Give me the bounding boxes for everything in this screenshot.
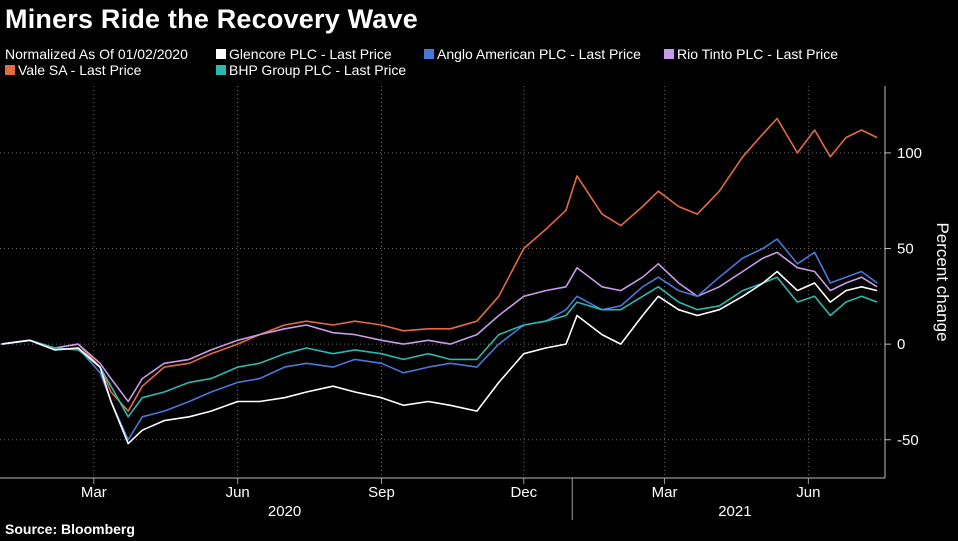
- legend-note-text: Normalized As Of 01/02/2020: [5, 46, 188, 62]
- series-line-rio-tinto-plc: [1, 251, 878, 403]
- legend-label-anglo-american: Anglo American PLC - Last Price: [437, 46, 641, 62]
- x-tick-label: Sep: [368, 484, 395, 501]
- source-note: Source: Bloomberg: [5, 521, 135, 537]
- chart-title: Miners Ride the Recovery Wave: [5, 4, 418, 34]
- legend-label-glencore: Glencore PLC - Last Price: [229, 46, 392, 62]
- series-line-anglo-american-plc: [1, 238, 878, 441]
- series-line-vale-sa: [1, 117, 878, 412]
- legend-item-vale: Vale SA - Last Price: [5, 62, 141, 78]
- legend: Normalized As Of 01/02/2020 Glencore PLC…: [0, 0, 958, 80]
- legend-swatch-vale: [5, 65, 15, 75]
- legend-note: Normalized As Of 01/02/2020: [5, 46, 188, 62]
- legend-item-bhp: BHP Group PLC - Last Price: [216, 62, 406, 78]
- legend-label-vale: Vale SA - Last Price: [18, 62, 142, 78]
- y-tick-label: 100: [897, 145, 922, 162]
- x-tick-label: Jun: [226, 484, 250, 501]
- series-line-bhp-group-plc: [1, 276, 878, 418]
- legend-item-rio-tinto: Rio Tinto PLC - Last Price: [664, 46, 838, 62]
- y-tick-label: -50: [897, 432, 919, 449]
- legend-item-anglo-american: Anglo American PLC - Last Price: [424, 46, 641, 62]
- legend-item-glencore: Glencore PLC - Last Price: [216, 46, 392, 62]
- y-axis-title: Percent change: [933, 222, 952, 341]
- y-tick-label: 50: [897, 241, 914, 258]
- legend-label-bhp: BHP Group PLC - Last Price: [229, 62, 407, 78]
- legend-swatch-bhp: [216, 65, 226, 75]
- legend-swatch-rio-tinto: [664, 49, 674, 59]
- x-tick-label: Mar: [81, 484, 107, 501]
- legend-swatch-anglo-american: [424, 49, 434, 59]
- series-line-glencore-plc: [1, 270, 878, 445]
- year-label: 2020: [268, 503, 301, 520]
- legend-swatch-glencore: [216, 49, 226, 59]
- x-tick-label: Jun: [796, 484, 820, 501]
- x-tick-label: Mar: [652, 484, 678, 501]
- y-tick-label: 0: [897, 336, 905, 353]
- year-label: 2021: [718, 503, 751, 520]
- x-tick-label: Dec: [510, 484, 537, 501]
- legend-label-rio-tinto: Rio Tinto PLC - Last Price: [677, 46, 839, 62]
